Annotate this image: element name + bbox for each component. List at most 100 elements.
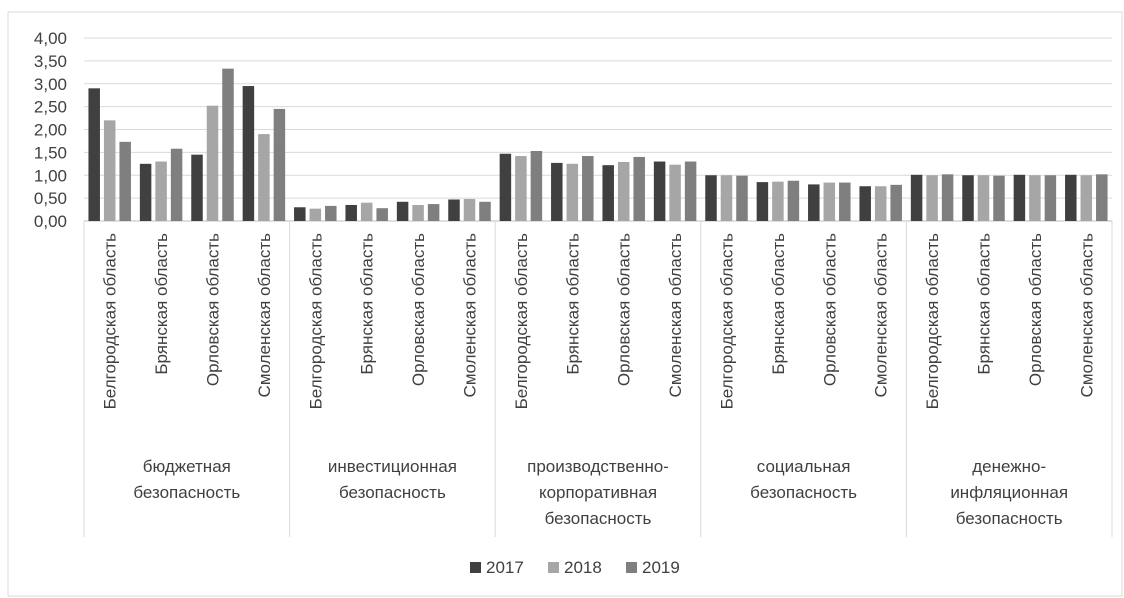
bar — [396, 201, 409, 221]
y-tick-label: 3,00 — [34, 75, 67, 94]
group-label: безопасность — [956, 509, 1063, 528]
bar — [258, 134, 270, 221]
category-label: Орловская область — [615, 233, 634, 386]
bar — [566, 163, 579, 221]
y-tick-label: 2,50 — [34, 98, 67, 117]
bar — [1096, 174, 1108, 221]
bar — [170, 148, 183, 221]
category-label: Брянская область — [769, 233, 788, 375]
bar — [376, 208, 388, 221]
group-label: бюджетная — [143, 457, 231, 476]
bar — [684, 161, 697, 221]
group-label: производственно- — [527, 457, 669, 476]
bar — [993, 175, 1005, 221]
bar — [530, 151, 543, 221]
bar — [155, 161, 167, 221]
bar — [242, 86, 255, 221]
y-tick-label: 3,50 — [34, 52, 67, 71]
x-axis: Белгородская область Брянская область Орло… — [83, 221, 1113, 537]
category-label: Смоленская область — [1077, 233, 1096, 398]
category-label: Белгородская область — [306, 233, 325, 409]
y-tick-label: 2,00 — [34, 121, 67, 140]
bar — [926, 175, 938, 221]
bar — [1044, 175, 1057, 221]
group-label: безопасность — [750, 483, 857, 502]
bar — [119, 141, 131, 221]
bar — [720, 175, 733, 221]
bar — [653, 161, 666, 221]
bar — [412, 204, 424, 221]
bar — [309, 208, 322, 221]
bar — [345, 204, 357, 221]
bar — [910, 174, 923, 221]
category-label: Брянская область — [975, 233, 994, 375]
category-label: Смоленская область — [872, 233, 891, 398]
category-label: Белгородская область — [101, 233, 120, 409]
bar — [103, 120, 116, 221]
group-label: денежно- — [972, 457, 1046, 476]
bar — [617, 161, 630, 221]
bar — [941, 174, 954, 221]
bar — [633, 156, 645, 221]
bar — [756, 182, 769, 221]
category-label: Белгородская область — [718, 233, 737, 409]
bar — [551, 162, 563, 221]
bar — [823, 182, 836, 221]
category-label: Брянская область — [358, 233, 377, 375]
group-label: инвестиционная — [328, 457, 457, 476]
bar — [874, 186, 887, 221]
bar — [962, 175, 974, 221]
bar — [859, 186, 871, 221]
bar — [360, 202, 373, 221]
legend-swatch — [548, 562, 559, 573]
bar — [602, 165, 614, 221]
bar — [890, 184, 902, 221]
bar — [191, 154, 203, 221]
bar — [88, 88, 100, 221]
legend-label: 2019 — [642, 558, 680, 577]
category-label: Смоленская область — [255, 233, 274, 398]
legend: 2017 2018 2019 — [470, 558, 680, 577]
bar — [427, 204, 440, 221]
bar — [669, 164, 681, 221]
category-label: Орловская область — [820, 233, 839, 386]
bar — [499, 153, 512, 221]
bar — [515, 156, 527, 221]
bar — [325, 205, 337, 221]
legend-swatch — [626, 562, 637, 573]
y-axis: 0,00 0,50 1,00 1,50 2,00 2,50 3,00 3,50 4,00 — [34, 29, 67, 231]
legend-label: 2017 — [486, 558, 524, 577]
bar — [1029, 175, 1041, 221]
category-label: Брянская область — [152, 233, 171, 375]
group-label: корпоративная — [539, 483, 657, 502]
bar — [787, 180, 800, 221]
group-label: социальная — [757, 457, 851, 476]
bar — [139, 163, 152, 221]
bar — [294, 207, 306, 221]
group-label: инфляционная — [950, 483, 1068, 502]
bar — [808, 184, 820, 221]
bar — [273, 108, 286, 221]
bar — [736, 175, 748, 221]
y-tick-label: 0,50 — [34, 189, 67, 208]
bars — [88, 68, 1108, 221]
y-tick-label: 1,00 — [34, 166, 67, 185]
bar — [448, 199, 460, 221]
category-label: Смоленская область — [666, 233, 685, 398]
bar — [1013, 174, 1026, 221]
gridlines — [84, 37, 1112, 222]
legend-label: 2018 — [564, 558, 602, 577]
bar — [222, 68, 234, 221]
bar — [705, 175, 717, 221]
group-label: безопасность — [339, 483, 446, 502]
chart-border — [7, 11, 1123, 597]
y-tick-label: 4,00 — [34, 29, 67, 48]
bar — [1080, 175, 1093, 221]
bar — [463, 199, 476, 221]
y-tick-label: 1,50 — [34, 143, 67, 162]
bar — [206, 105, 219, 221]
category-label: Орловская область — [204, 233, 223, 386]
category-label: Орловская область — [1026, 233, 1045, 386]
